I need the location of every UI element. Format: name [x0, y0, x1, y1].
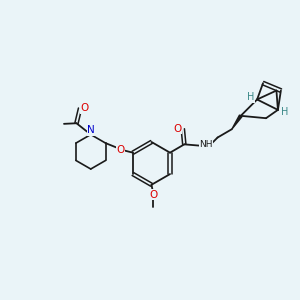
Text: NH: NH [200, 140, 213, 149]
Text: O: O [116, 145, 124, 155]
Text: N: N [88, 125, 95, 135]
Polygon shape [232, 115, 242, 129]
Text: O: O [174, 124, 182, 134]
Text: O: O [80, 103, 88, 113]
Text: O: O [149, 190, 158, 200]
Text: H: H [248, 92, 255, 102]
Text: H: H [281, 107, 288, 117]
